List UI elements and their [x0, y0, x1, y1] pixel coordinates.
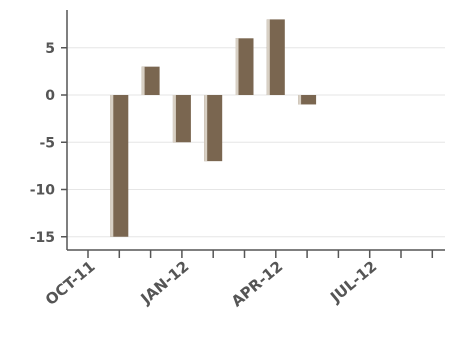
x-tick-label: JAN-12 [137, 257, 193, 308]
x-tick-label: OCT-11 [42, 257, 99, 309]
bar-highlight [204, 95, 208, 162]
y-tick-label: -5 [39, 135, 55, 151]
bar [110, 95, 129, 237]
bar-highlight [141, 66, 145, 95]
x-tick-label: APR-12 [228, 257, 287, 310]
y-tick-label: 0 [45, 88, 55, 104]
y-tick-label: -15 [30, 230, 55, 246]
x-tick-label: JUL-12 [326, 257, 380, 306]
x-axis-ticks: OCT-11 JAN-12 APR-12 JUL-12 [42, 250, 434, 310]
bar-highlight [235, 38, 239, 95]
axes [66, 10, 445, 251]
bar [204, 95, 223, 162]
bar-highlight [266, 19, 270, 95]
y-tick-label: -10 [30, 183, 56, 199]
bar-highlight [172, 95, 176, 143]
bar [298, 95, 317, 105]
bar [141, 66, 160, 95]
y-tick-label: 5 [45, 41, 55, 57]
bar [172, 95, 191, 143]
y-axis-ticks: 5 0 -5 -10 -15 [30, 41, 67, 246]
bar-highlight [298, 95, 302, 105]
bars [110, 19, 317, 237]
bar [266, 19, 285, 95]
gridlines [67, 47, 445, 238]
bar [235, 38, 254, 95]
bar-highlight [110, 95, 114, 237]
